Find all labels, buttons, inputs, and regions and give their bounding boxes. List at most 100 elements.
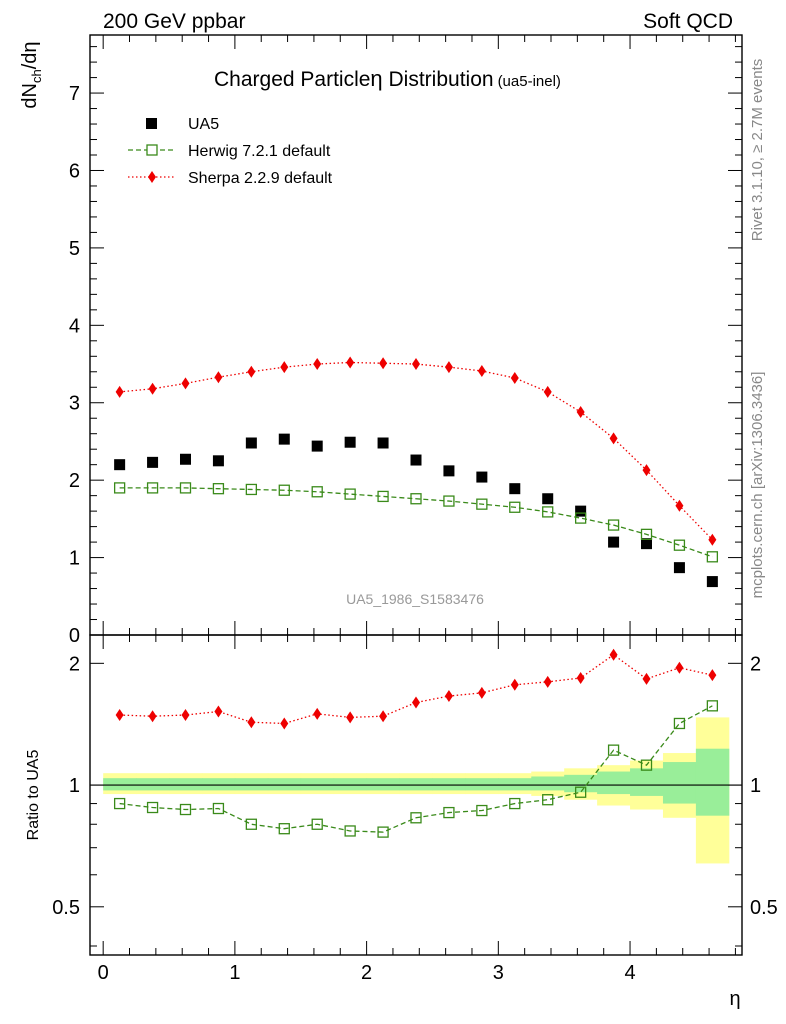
main-herwig-point-10: [443, 495, 455, 507]
ratio-band-inner-15: [597, 771, 631, 795]
main-herwig-point-16: [640, 528, 653, 541]
main-y-axis-label: dNch/dη: [19, 41, 44, 108]
main-herwig-point-12: [509, 501, 521, 513]
main-data-point-16: [641, 538, 653, 550]
ratio-sherpa-point-4: [247, 716, 256, 729]
ratio-herwig-point-18: [706, 700, 719, 712]
main-sherpa-point-9: [412, 358, 420, 371]
xtick-label-3: 3: [493, 962, 504, 984]
ratio-sherpa-point-13: [543, 675, 552, 688]
main-sherpa-point-1: [148, 382, 157, 395]
ratio-herwig-point-10: [443, 806, 455, 819]
main-data-point-18: [706, 576, 718, 588]
ratio-band-inner-10: [432, 778, 466, 791]
main-ytick-label-6: 6: [69, 160, 80, 182]
ratio-frame: [89, 634, 743, 956]
main-herwig-point-4: [245, 483, 258, 496]
main-data-point-14: [575, 505, 587, 517]
header-category: Soft QCD: [643, 10, 733, 33]
main-ytick-label-5: 5: [69, 238, 80, 260]
ratio-herwig-point-9: [410, 812, 422, 824]
ratio-band-inner-6: [300, 778, 335, 791]
main-ytick-label-2: 2: [69, 470, 80, 492]
ratio-panel: 0.5 0.5 1 1 2 2 0 1 2 3 4 Ratio to UA5: [25, 634, 778, 984]
ratio-sherpa-point-12: [510, 678, 519, 691]
main-data-point-17: [673, 562, 685, 574]
ratio-series-layer: [113, 648, 719, 838]
ratio-sherpa-point-17: [675, 661, 684, 674]
main-herwig-point-14: [574, 512, 587, 524]
ratio-herwig-point-6: [311, 818, 323, 830]
main-data-point-5: [278, 433, 290, 445]
ratio-herwig-point-12: [509, 797, 521, 810]
ratio-band-inner-14: [564, 774, 598, 793]
ratio-sherpa-point-16: [642, 672, 651, 685]
xtick-label-1: 1: [229, 962, 240, 984]
main-herwig-point-5: [278, 484, 290, 496]
main-sherpa-point-14: [576, 406, 585, 419]
main-herwig-point-13: [542, 506, 554, 518]
legend-label-ua5: UA5: [188, 116, 219, 133]
main-data-point-9: [410, 454, 422, 466]
ratio-ytick-label-left-2: 2: [69, 653, 80, 675]
legend-marker-ua5: [146, 118, 157, 129]
main-sherpa-point-13: [543, 385, 552, 398]
mcplots-reference-label: mcplots.cern.ch [arXiv:1306.3436]: [749, 372, 766, 599]
ratio-band-inner-11: [465, 778, 499, 791]
ratio-y-axis-label: Ratio to UA5: [25, 750, 42, 841]
main-sherpa-point-10: [444, 361, 453, 374]
main-data-point-7: [344, 436, 356, 448]
main-data-point-2: [179, 453, 191, 465]
xtick-label-0: 0: [98, 962, 109, 984]
ratio-ytick-label-left-0: 0.5: [52, 897, 80, 919]
ratio-band-inner-17: [662, 762, 697, 804]
ratio-herwig-point-5: [278, 823, 290, 835]
ratio-band-inner-18: [695, 748, 730, 816]
xtick-label-2: 2: [361, 962, 372, 984]
main-sherpa-point-0: [115, 385, 124, 398]
main-ytick-label-4: 4: [69, 315, 80, 337]
ratio-herwig-point-14: [574, 786, 587, 798]
main-herwig-line: [119, 487, 713, 558]
main-data-point-15: [608, 536, 620, 548]
main-sherpa-point-8: [379, 357, 388, 370]
ratio-sherpa-point-7: [346, 711, 355, 724]
ratio-band-inner-16: [630, 768, 664, 796]
main-ytick-label-0: 0: [69, 625, 80, 647]
main-herwig-point-3: [212, 483, 225, 495]
rivet-version-label: Rivet 3.1.10, ≥ 2.7M events: [749, 59, 766, 242]
main-herwig-point-6: [311, 486, 323, 498]
ratio-band-inner-9: [399, 778, 433, 791]
main-sherpa-point-3: [214, 371, 223, 384]
ratio-sherpa-point-15: [609, 648, 618, 661]
ratio-herwig-point-8: [377, 826, 389, 838]
ratio-sherpa-point-2: [181, 709, 190, 722]
main-data-point-8: [377, 437, 389, 449]
main-sherpa-point-17: [675, 499, 684, 512]
ratio-sherpa-point-5: [280, 717, 289, 730]
ratio-herwig-point-0: [113, 797, 126, 810]
ratio-sherpa-point-9: [412, 696, 420, 709]
main-sherpa-point-6: [313, 358, 322, 371]
main-herwig-point-1: [146, 482, 159, 494]
ratio-ytick-label-right-2: 2: [750, 653, 761, 675]
ratio-herwig-point-13: [542, 794, 554, 806]
main-ytick-label-3: 3: [69, 393, 80, 415]
legend-label-sherpa: Sherpa 2.2.9 default: [188, 170, 333, 187]
main-data-point-6: [311, 440, 323, 452]
ratio-herwig-point-11: [476, 804, 488, 817]
ratio-sherpa-point-0: [115, 709, 124, 722]
ratio-ytick-label-left-1: 1: [69, 775, 80, 797]
main-series-layer: [113, 356, 719, 588]
ratio-sherpa-point-18: [708, 669, 717, 682]
ratio-herwig-point-2: [179, 803, 192, 816]
ratio-herwig-point-7: [344, 825, 356, 837]
ratio-band-inner-2: [169, 778, 203, 791]
main-data-point-10: [443, 465, 455, 477]
ratio-band-inner-8: [366, 778, 401, 791]
ratio-sherpa-point-10: [444, 690, 453, 703]
main-data-point-4: [245, 437, 257, 449]
main-sherpa-point-5: [280, 361, 289, 374]
ratio-sherpa-point-14: [576, 671, 585, 684]
